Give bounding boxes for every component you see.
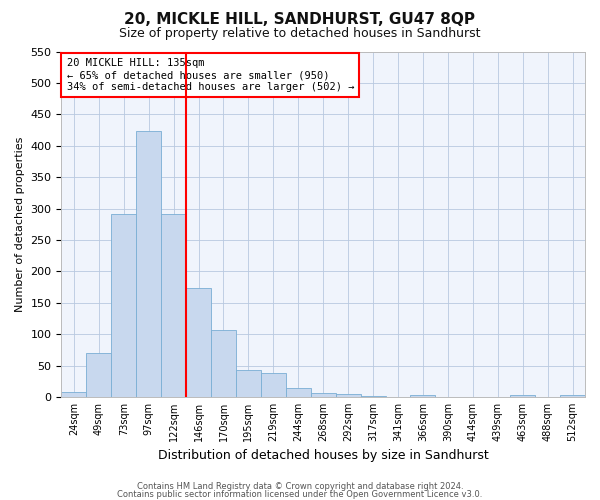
Bar: [61, 392, 86, 397]
Text: Contains HM Land Registry data © Crown copyright and database right 2024.: Contains HM Land Registry data © Crown c…: [137, 482, 463, 491]
Y-axis label: Number of detached properties: Number of detached properties: [15, 136, 25, 312]
Bar: [261, 373, 286, 397]
Bar: [335, 394, 361, 397]
Text: 20, MICKLE HILL, SANDHURST, GU47 8QP: 20, MICKLE HILL, SANDHURST, GU47 8QP: [125, 12, 476, 28]
Bar: [286, 388, 311, 397]
Bar: [211, 330, 236, 397]
Text: 20 MICKLE HILL: 135sqm
← 65% of detached houses are smaller (950)
34% of semi-de: 20 MICKLE HILL: 135sqm ← 65% of detached…: [67, 58, 354, 92]
X-axis label: Distribution of detached houses by size in Sandhurst: Distribution of detached houses by size …: [158, 450, 488, 462]
Bar: [510, 395, 535, 397]
Bar: [161, 214, 186, 397]
Bar: [410, 395, 436, 397]
Bar: [186, 288, 211, 397]
Bar: [361, 396, 386, 397]
Bar: [86, 353, 111, 397]
Text: Contains public sector information licensed under the Open Government Licence v3: Contains public sector information licen…: [118, 490, 482, 499]
Bar: [111, 214, 136, 397]
Bar: [236, 370, 261, 397]
Text: Size of property relative to detached houses in Sandhurst: Size of property relative to detached ho…: [119, 28, 481, 40]
Bar: [560, 395, 585, 397]
Bar: [136, 130, 161, 397]
Bar: [311, 392, 335, 397]
